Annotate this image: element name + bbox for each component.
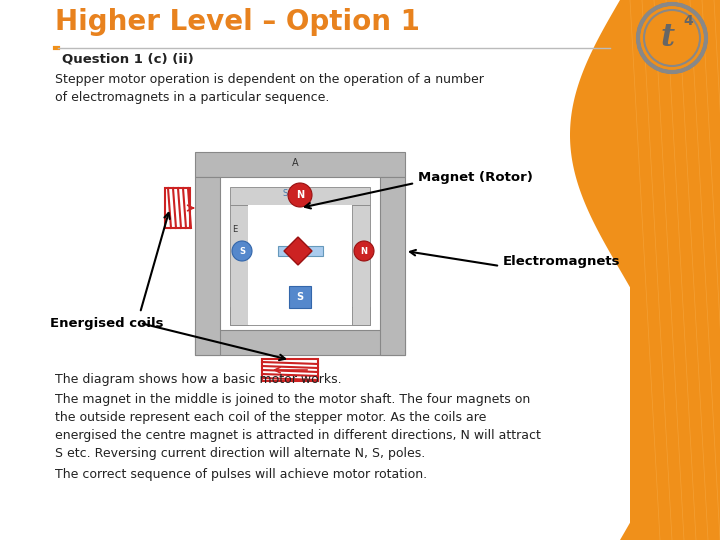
Circle shape bbox=[232, 241, 252, 261]
Circle shape bbox=[354, 241, 374, 261]
Circle shape bbox=[288, 183, 312, 207]
Circle shape bbox=[642, 8, 702, 68]
Text: S: S bbox=[239, 246, 245, 255]
Text: Higher Level – Option 1: Higher Level – Option 1 bbox=[55, 8, 420, 36]
Bar bbox=[230, 307, 370, 325]
Text: t: t bbox=[661, 22, 675, 52]
Text: Question 1 (c) (ii): Question 1 (c) (ii) bbox=[62, 52, 194, 65]
Bar bbox=[289, 286, 311, 308]
Text: N: N bbox=[296, 190, 304, 200]
Bar bbox=[165, 188, 190, 228]
Text: E: E bbox=[232, 226, 238, 234]
Text: N: N bbox=[361, 246, 367, 255]
Text: Stepper motor operation is dependent on the operation of a number
of electromagn: Stepper motor operation is dependent on … bbox=[55, 73, 484, 104]
Text: Energised coils: Energised coils bbox=[50, 316, 163, 329]
Text: The correct sequence of pulses will achieve motor rotation.: The correct sequence of pulses will achi… bbox=[55, 468, 427, 481]
Bar bbox=[195, 152, 405, 177]
Text: Electromagnets: Electromagnets bbox=[503, 254, 621, 267]
Circle shape bbox=[638, 4, 706, 72]
Polygon shape bbox=[570, 0, 720, 540]
Bar bbox=[195, 177, 220, 355]
Bar bbox=[262, 359, 318, 381]
Text: Magnet (Rotor): Magnet (Rotor) bbox=[418, 172, 533, 185]
Bar bbox=[195, 330, 405, 355]
Text: A: A bbox=[292, 158, 299, 168]
Text: The magnet in the middle is joined to the motor shaft. The four magnets on
the o: The magnet in the middle is joined to th… bbox=[55, 393, 541, 460]
Text: The diagram shows how a basic motor works.: The diagram shows how a basic motor work… bbox=[55, 373, 341, 386]
Polygon shape bbox=[630, 0, 720, 540]
Bar bbox=[230, 187, 370, 205]
Bar bbox=[230, 205, 248, 325]
Bar bbox=[278, 246, 323, 256]
Text: 4: 4 bbox=[683, 14, 693, 28]
Text: S: S bbox=[282, 188, 287, 198]
Polygon shape bbox=[284, 237, 312, 265]
Text: S: S bbox=[297, 292, 304, 302]
Bar bbox=[352, 205, 370, 325]
Bar bbox=[380, 177, 405, 355]
Bar bbox=[248, 205, 352, 325]
